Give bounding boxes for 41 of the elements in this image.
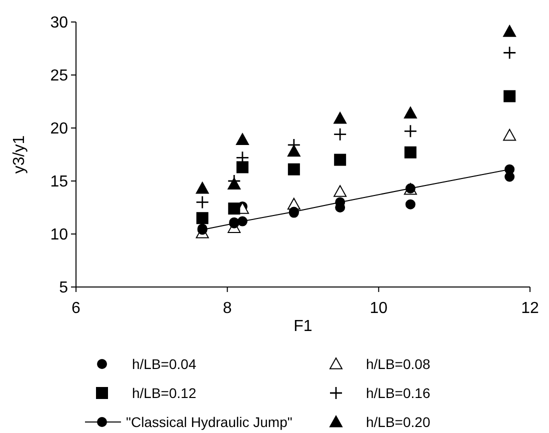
y-axis-title: y3/y1: [11, 135, 28, 174]
legend-label: h/LB=0.04: [132, 356, 196, 372]
point: [504, 164, 515, 174]
point: [334, 112, 347, 124]
point: [196, 196, 210, 209]
point: [196, 182, 209, 194]
point: [334, 154, 346, 166]
point: [504, 90, 516, 102]
x-tick-label: 12: [521, 300, 539, 317]
y-tick-label: 30: [50, 14, 68, 32]
legend-label: h/LB=0.08: [366, 356, 430, 372]
y-tick-label: 10: [50, 226, 68, 244]
point: [236, 161, 248, 174]
point: [404, 106, 417, 118]
point: [196, 212, 208, 224]
y-tick-label: 20: [50, 120, 68, 138]
legend-label: h/LB=0.12: [132, 384, 196, 401]
legend-label: "Classical Hydraulic Jump": [126, 414, 292, 430]
y-tick-label: 5: [59, 280, 68, 297]
point: [404, 146, 416, 158]
point: [333, 128, 347, 142]
legend-label: h/LB=0.20: [366, 414, 430, 430]
x-tick-label: 8: [222, 300, 232, 317]
x-axis-title: F1: [294, 318, 312, 335]
point: [404, 124, 418, 138]
legend-label: h/LB=0.16: [366, 384, 430, 401]
y-tick-label: 15: [50, 174, 68, 191]
point: [228, 202, 240, 215]
point: [502, 46, 516, 60]
point: [287, 144, 300, 157]
point: [503, 25, 516, 37]
y-tick-label: 25: [50, 68, 68, 85]
x-tick-label: 10: [370, 300, 388, 317]
point: [237, 216, 248, 226]
point: [405, 199, 416, 210]
point: [288, 163, 300, 176]
point: [228, 178, 241, 190]
x-tick-label: 6: [72, 300, 81, 317]
point: [236, 133, 249, 145]
point: [503, 128, 516, 141]
point: [334, 185, 347, 197]
